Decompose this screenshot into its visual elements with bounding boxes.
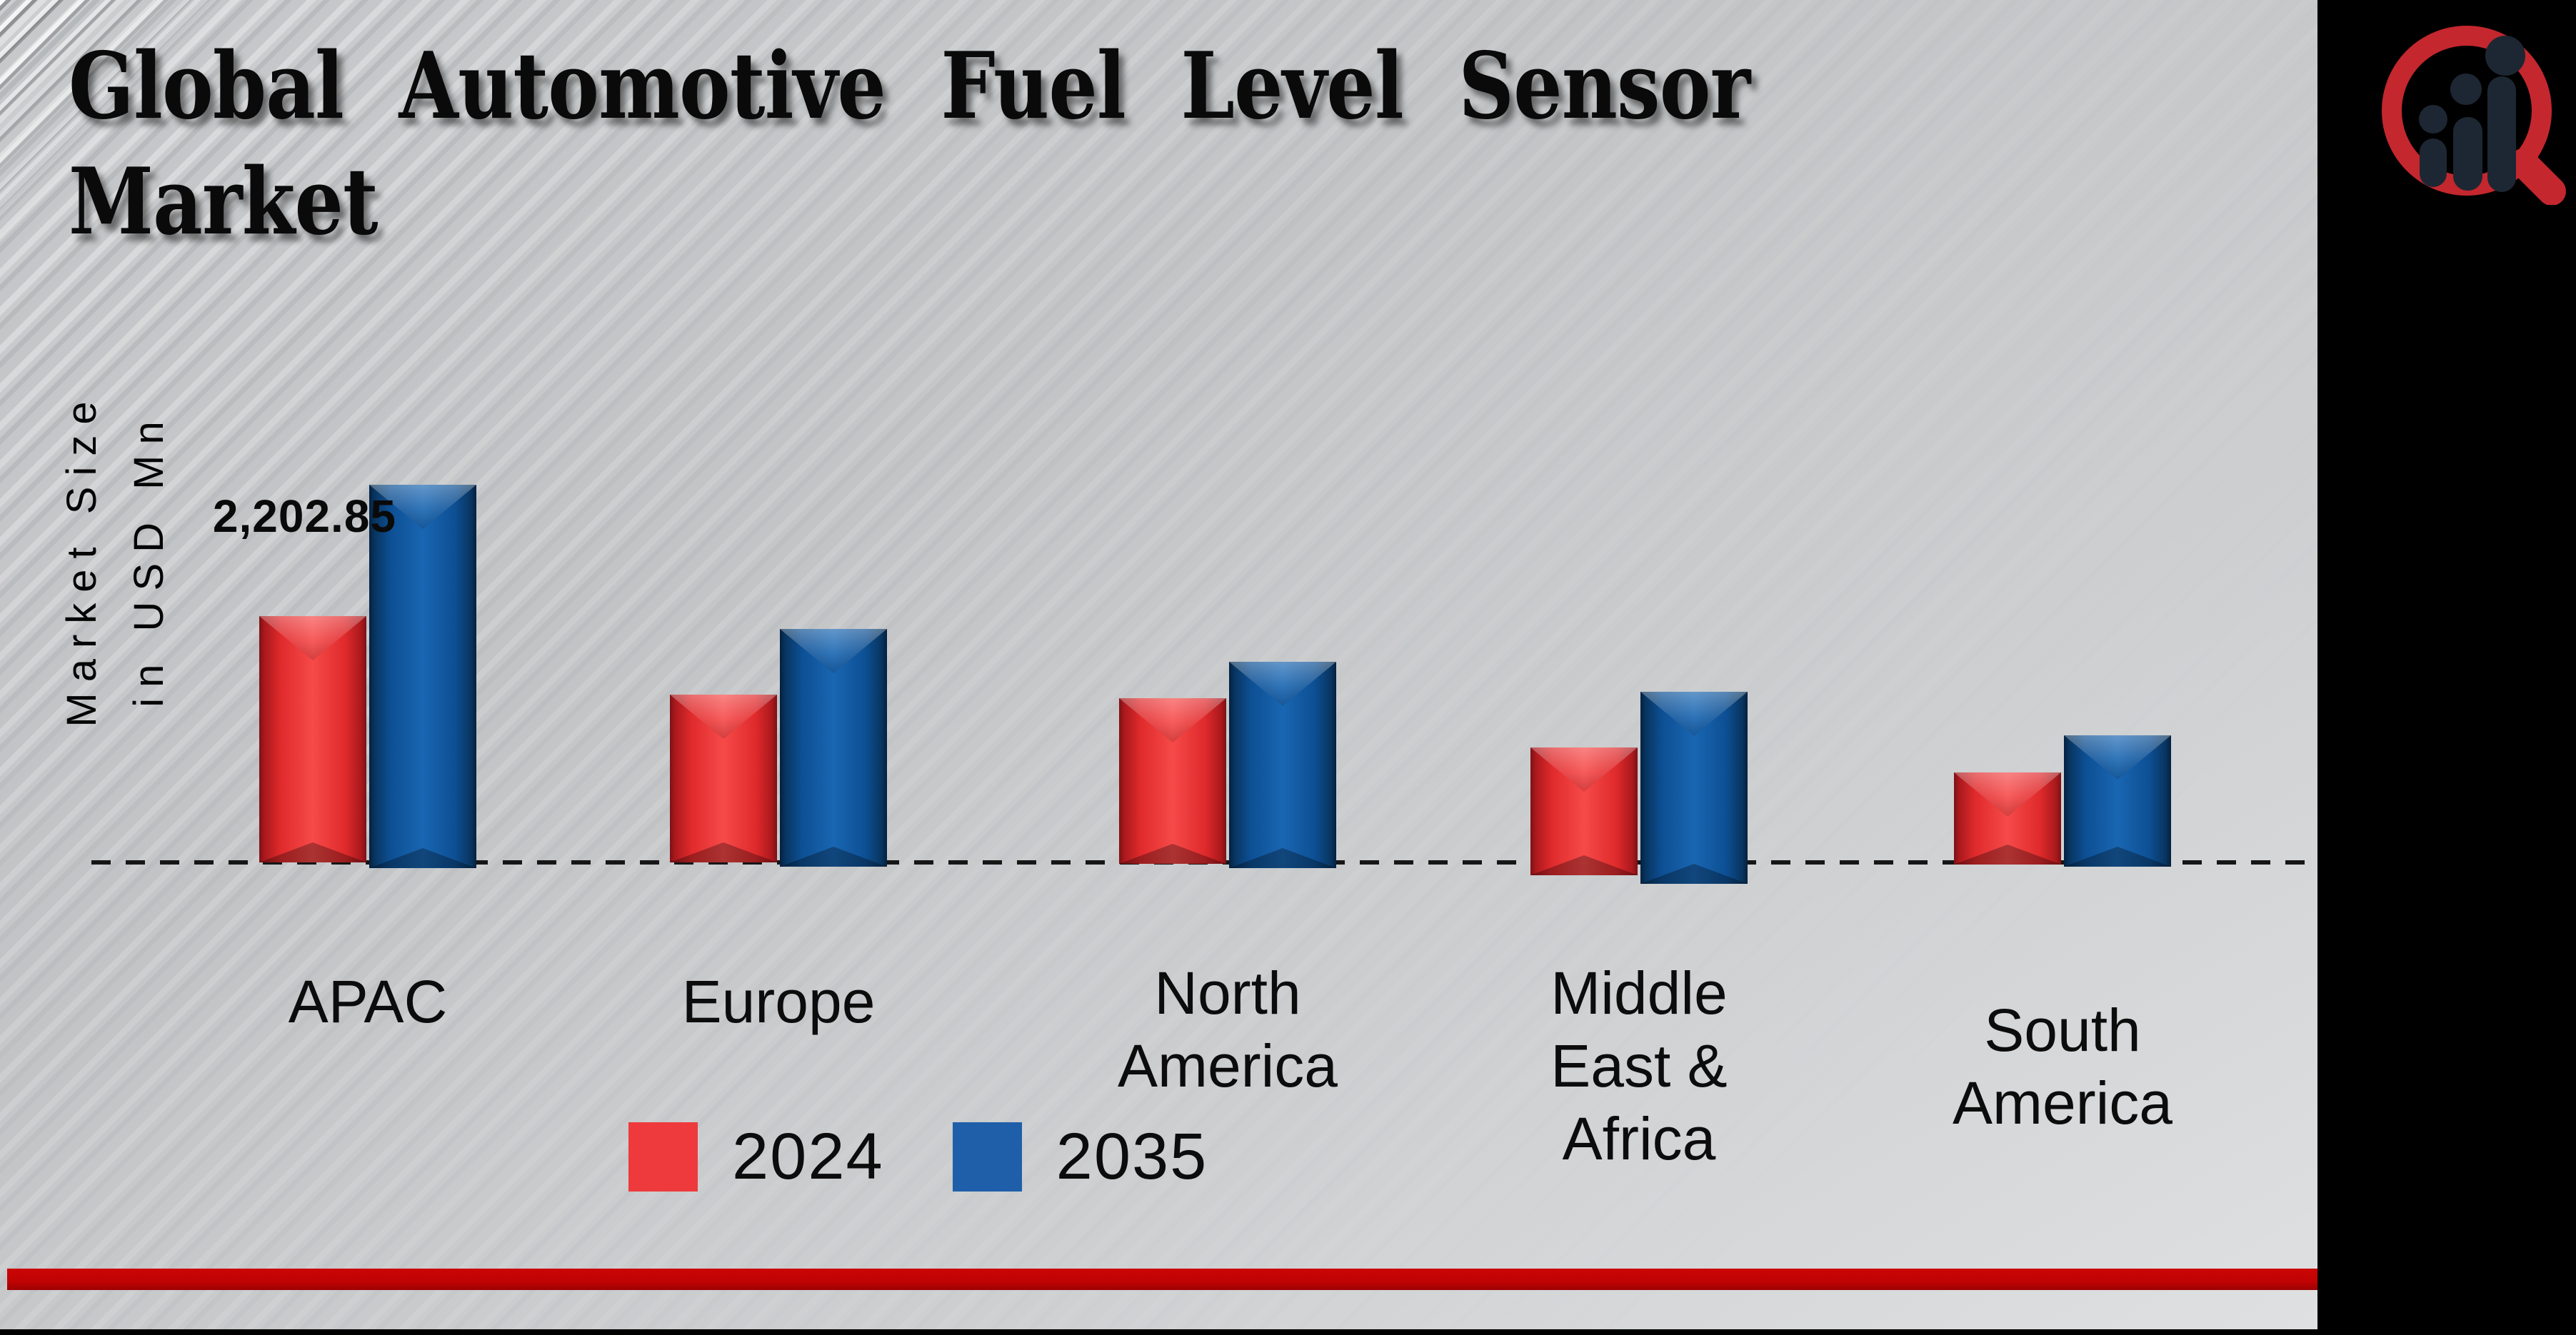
right-black-sidebar (2317, 0, 2576, 1335)
legend-label-2035: 2035 (1056, 1120, 1208, 1193)
category-label-apac: APAC (288, 968, 448, 1035)
bar-top-bevel (1229, 662, 1336, 706)
chart-legend: 2024 2035 (628, 1122, 1276, 1192)
bar-top-bevel (259, 616, 366, 660)
bar-top-bevel (1530, 747, 1638, 792)
bar-top-bevel (780, 629, 887, 673)
bar-bottom-bevel (1530, 855, 1638, 875)
category-label-middle-east-africa: Middle East & Africa (1550, 959, 1728, 1172)
bar-bottom-bevel (369, 848, 476, 868)
bar-top-bevel (2064, 735, 2171, 780)
market-research-magnifier-logo-icon (2382, 26, 2566, 205)
bar-bottom-bevel (1954, 845, 2061, 865)
apac-2024-data-label: 2,202.85 (212, 490, 396, 542)
category-label-europe: Europe (681, 968, 876, 1035)
legend-label-2024: 2024 (732, 1120, 884, 1193)
category-label-south-america: South America (1952, 997, 2173, 1137)
bar-2035-middle-east-africa (1640, 692, 1748, 884)
footer-black-strip (0, 1329, 2576, 1335)
chart-title-line1: Global Automotive Fuel Level Sensor (69, 33, 1750, 140)
bar-2035-apac (369, 485, 476, 868)
bar-2035-south-america (2064, 735, 2171, 867)
y-axis-label-line2: in USD Mn (126, 410, 172, 707)
bar-bottom-bevel (259, 842, 366, 862)
bar-bottom-bevel (1119, 844, 1226, 864)
bar-bottom-bevel (1640, 864, 1748, 884)
bar-top-bevel (1954, 772, 2061, 817)
bar-2024-middle-east-africa (1530, 747, 1638, 875)
bar-top-bevel (1119, 698, 1226, 742)
chart-title-line2: Market (69, 148, 379, 256)
footer-red-bar (7, 1269, 2327, 1290)
bar-bottom-bevel (1229, 848, 1336, 868)
bar-2024-south-america (1954, 772, 2061, 865)
bar-2035-north-america (1229, 662, 1336, 868)
chart-title: Global Automotive Fuel Level Sensor Mark… (69, 29, 1750, 260)
y-axis-label-line1: Market Size (59, 391, 105, 727)
bar-2024-apac (259, 616, 366, 862)
bar-bottom-bevel (780, 847, 887, 867)
bar-bottom-bevel (670, 842, 777, 862)
y-axis-label: Market Size in USD Mn (49, 277, 184, 841)
bar-bottom-bevel (2064, 847, 2171, 867)
bar-top-bevel (1640, 692, 1748, 736)
bar-2024-north-america (1119, 698, 1226, 864)
bar-2024-europe (670, 695, 777, 862)
bar-top-bevel (670, 695, 777, 739)
bar-2035-europe (780, 629, 887, 867)
legend-swatch-2024 (628, 1122, 698, 1192)
category-label-north-america: North America (1117, 959, 1338, 1099)
legend-swatch-2035 (952, 1122, 1022, 1192)
